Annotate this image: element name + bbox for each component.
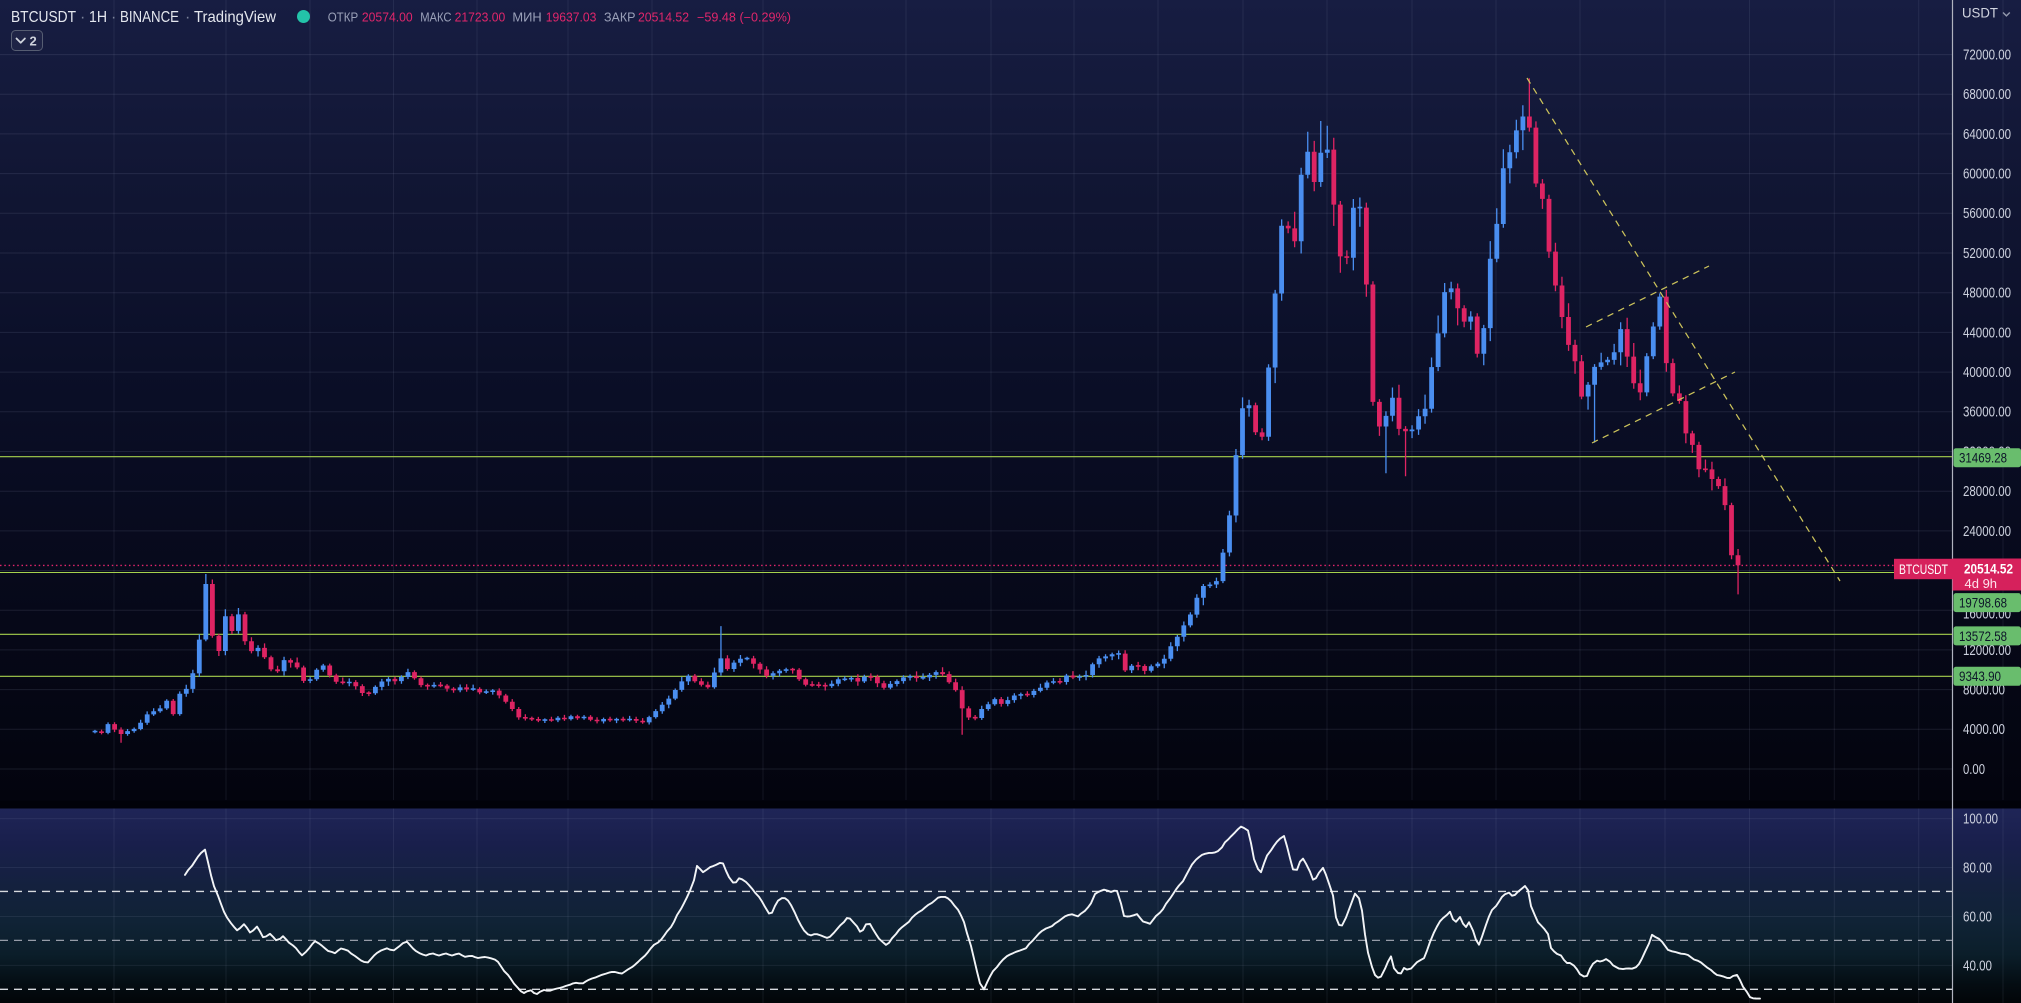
svg-text:100.00: 100.00 xyxy=(1963,812,1998,828)
svg-text:36000.00: 36000.00 xyxy=(1963,405,2011,421)
svg-text:13572.58: 13572.58 xyxy=(1959,628,2007,644)
svg-text:20514.52: 20514.52 xyxy=(638,10,689,24)
svg-text:80.00: 80.00 xyxy=(1963,860,1992,876)
svg-text:20574.00: 20574.00 xyxy=(362,10,413,24)
svg-text:ЗАКР: ЗАКР xyxy=(604,10,636,24)
svg-text:TradingView: TradingView xyxy=(194,9,276,26)
svg-text:8000.00: 8000.00 xyxy=(1963,683,2005,699)
svg-text:64000.00: 64000.00 xyxy=(1963,127,2011,143)
svg-text:24000.00: 24000.00 xyxy=(1963,524,2011,540)
svg-text:48000.00: 48000.00 xyxy=(1963,286,2011,302)
svg-text:BINANCE: BINANCE xyxy=(120,9,179,26)
svg-text:56000.00: 56000.00 xyxy=(1963,206,2011,222)
svg-text:68000.00: 68000.00 xyxy=(1963,87,2011,103)
svg-text:40.00: 40.00 xyxy=(1963,958,1992,974)
svg-text:BTCUSDT: BTCUSDT xyxy=(1899,562,1948,577)
svg-text:4d 9h: 4d 9h xyxy=(1965,576,1998,591)
svg-text:60000.00: 60000.00 xyxy=(1963,167,2011,183)
svg-text:0.00: 0.00 xyxy=(1963,762,1985,778)
svg-text:52000.00: 52000.00 xyxy=(1963,246,2011,262)
svg-text:9343.90: 9343.90 xyxy=(1959,668,2001,684)
svg-text:21723.00: 21723.00 xyxy=(455,10,506,24)
svg-text:28000.00: 28000.00 xyxy=(1963,484,2011,500)
svg-text:USDT: USDT xyxy=(1962,5,1998,21)
svg-text:·: · xyxy=(111,9,116,26)
svg-text:19637.03: 19637.03 xyxy=(546,10,597,24)
svg-text:МИН: МИН xyxy=(512,10,541,24)
svg-text:·: · xyxy=(80,9,85,26)
svg-text:4000.00: 4000.00 xyxy=(1963,722,2005,738)
svg-text:−59.48 (−0.29%): −59.48 (−0.29%) xyxy=(697,10,791,24)
svg-text:19798.68: 19798.68 xyxy=(1959,595,2007,611)
svg-text:12000.00: 12000.00 xyxy=(1963,643,2011,659)
svg-text:40000.00: 40000.00 xyxy=(1963,365,2011,381)
svg-text:72000.00: 72000.00 xyxy=(1963,48,2011,64)
svg-text:1H: 1H xyxy=(89,9,107,26)
svg-text:31469.28: 31469.28 xyxy=(1959,450,2007,466)
svg-text:2: 2 xyxy=(30,34,37,49)
svg-text:60.00: 60.00 xyxy=(1963,909,1992,925)
svg-text:20514.52: 20514.52 xyxy=(1964,561,2013,577)
svg-text:ОТКР: ОТКР xyxy=(328,10,359,24)
svg-text:44000.00: 44000.00 xyxy=(1963,325,2011,341)
svg-text:МАКС: МАКС xyxy=(420,10,451,24)
svg-text:BTCUSDT: BTCUSDT xyxy=(11,9,76,26)
svg-text:·: · xyxy=(185,9,190,26)
